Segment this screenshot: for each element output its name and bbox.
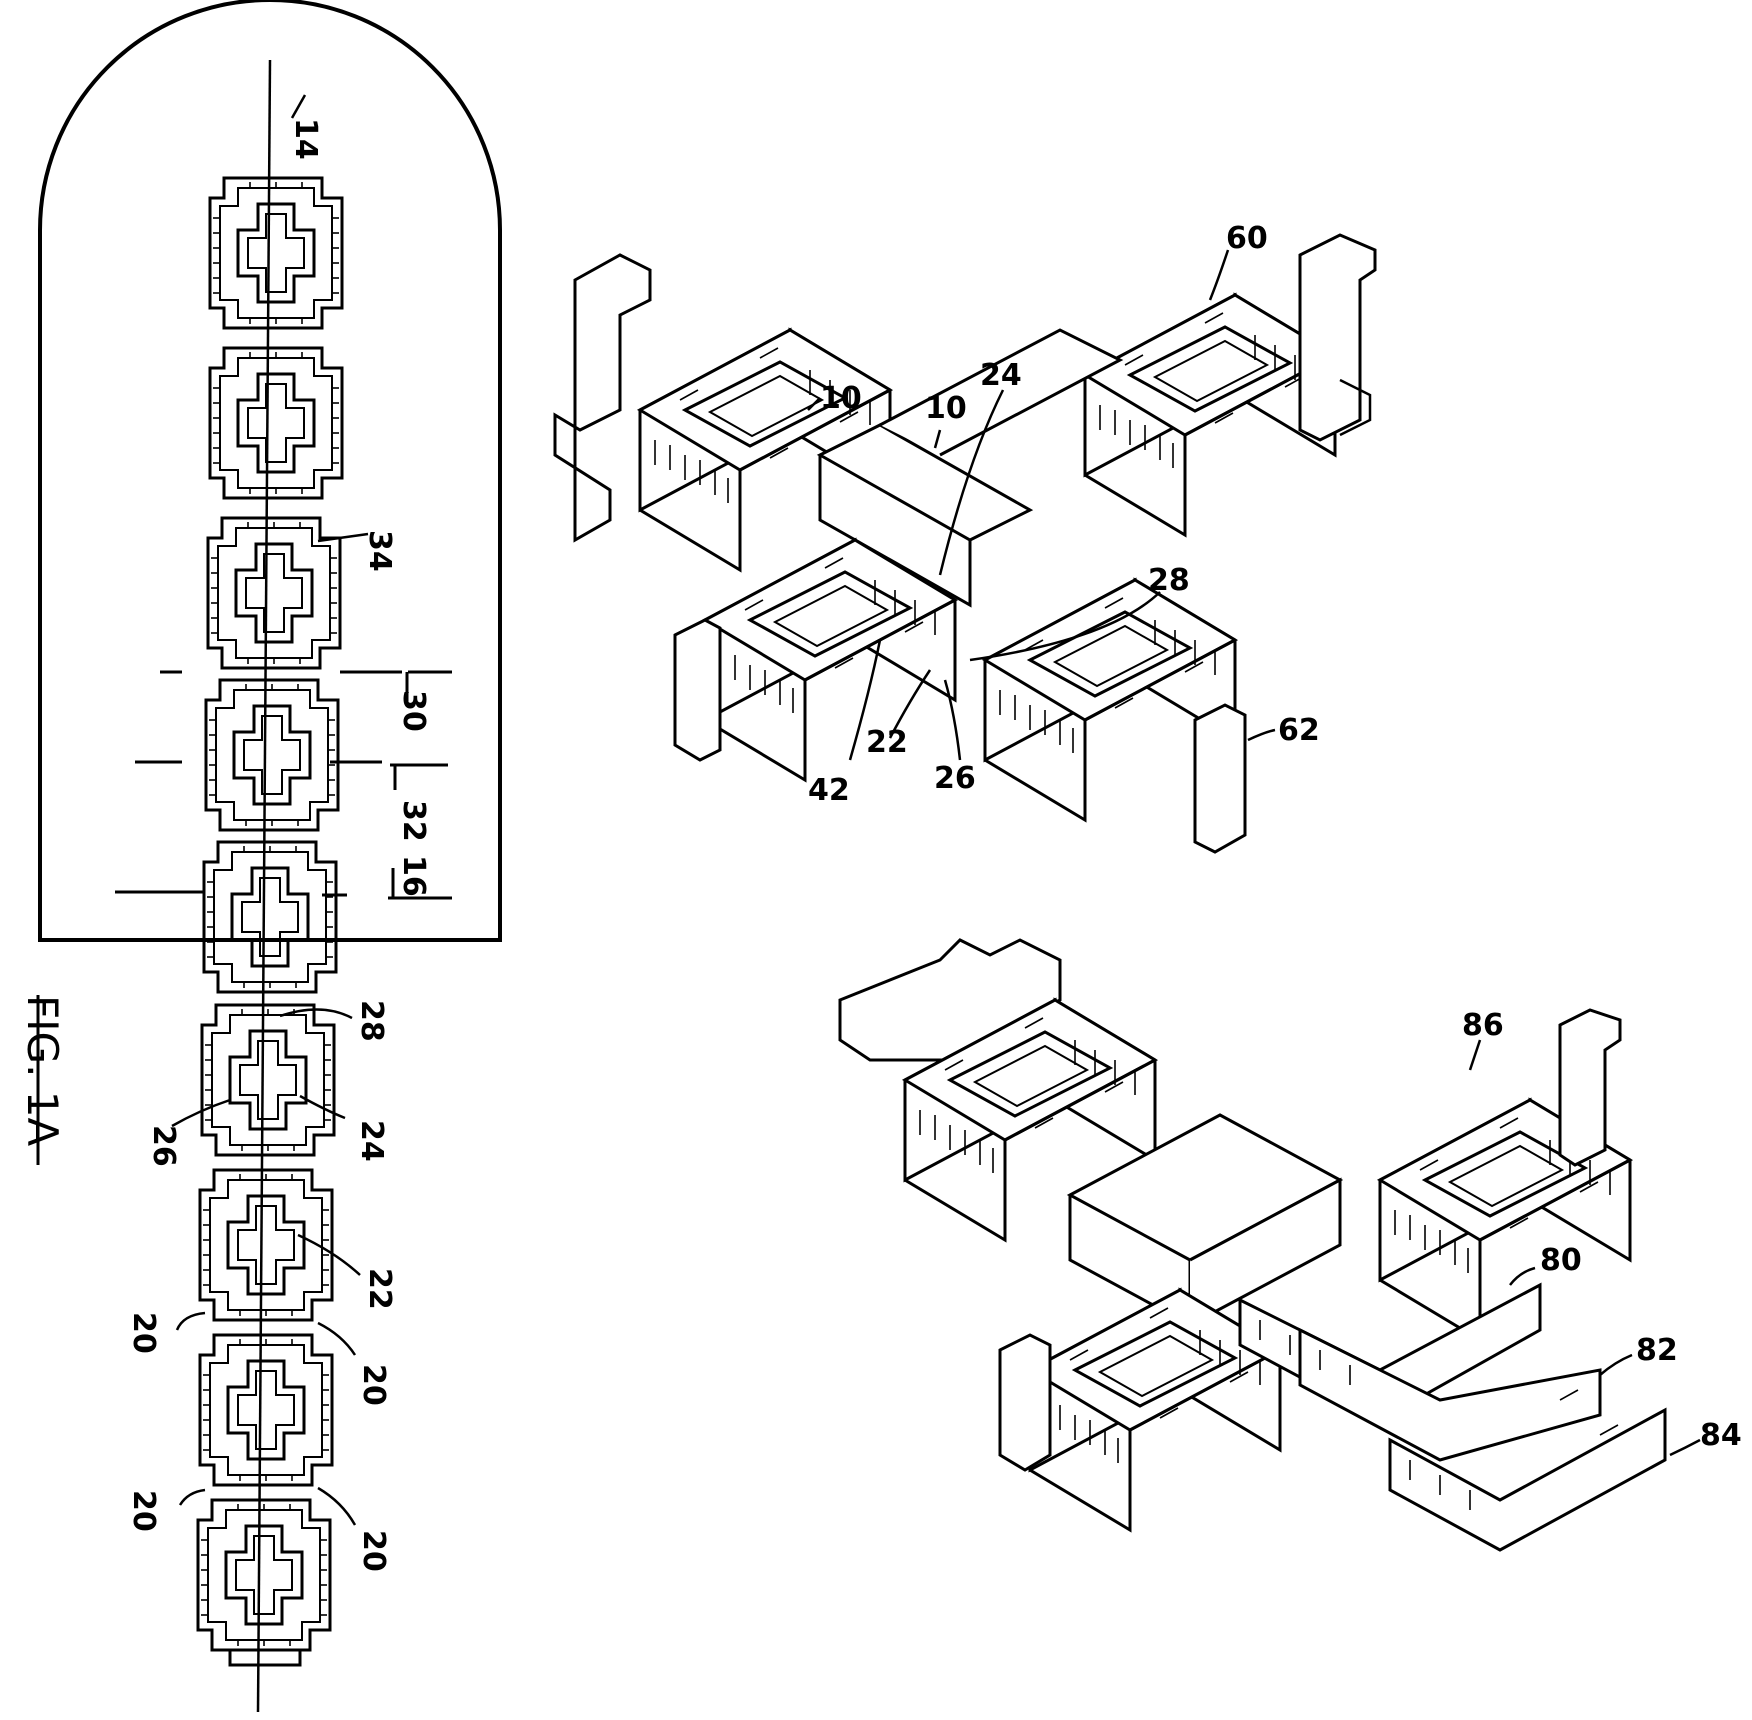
strip-label-16: 16 (396, 855, 431, 897)
upper-label-28: 28 (1148, 563, 1190, 598)
upper-label-62: 62 (1278, 713, 1320, 748)
upper-label-60: 60 (1226, 221, 1268, 256)
lower-back-right-arm (1378, 1008, 1632, 1342)
upper-label-26: 26 (934, 761, 976, 796)
upper-labels: 60 10 10 24 28 42 22 26 62 (808, 221, 1320, 808)
upper-leader-lines (807, 249, 1276, 761)
strip-label-30: 30 (396, 690, 431, 732)
upper-front-left-arm (673, 538, 957, 782)
upper-label-10-left: 10 (820, 381, 862, 416)
dimension-lines (115, 670, 452, 900)
dome-enclosure (38, 0, 502, 942)
strip-label-20-right-upper: 20 (356, 1364, 391, 1406)
strip-label-20-left-upper: 20 (126, 1312, 161, 1354)
lower-label-86: 86 (1462, 1008, 1504, 1043)
strip-label-20-left-lower: 20 (126, 1490, 161, 1532)
strip-label-24: 24 (354, 1120, 389, 1162)
lower-labels: 86 80 82 84 (1462, 1008, 1742, 1453)
lower-leader-lines (1468, 1039, 1701, 1457)
figure-caption: FIG. 1A (18, 995, 67, 1147)
link-tile (208, 346, 344, 500)
upper-label-42: 42 (808, 773, 850, 808)
link-tile (200, 1003, 336, 1157)
strip-axis (256, 59, 272, 1713)
strip-links (196, 176, 344, 1667)
strip-labels: 14 34 30 32 16 28 24 26 22 20 20 20 20 (126, 118, 431, 1572)
strip-label-20-right-lower: 20 (356, 1530, 391, 1572)
link-tile (208, 176, 344, 330)
link-tile (198, 1333, 334, 1487)
upper-label-22: 22 (866, 725, 908, 760)
lower-label-82: 82 (1636, 1333, 1678, 1368)
link-tile (202, 840, 338, 994)
lower-label-80: 80 (1540, 1243, 1582, 1278)
upper-cross-assembly: 60 10 10 24 28 42 22 26 62 (553, 221, 1377, 854)
strip-label-22: 22 (362, 1268, 397, 1310)
link-tile (204, 678, 340, 832)
upper-label-10-center: 10 (925, 391, 967, 426)
strip-label-34: 34 (362, 530, 397, 572)
upper-back-right-arm (1083, 233, 1377, 537)
lower-center-stack (998, 1113, 1344, 1532)
strip-label-26: 26 (146, 1125, 181, 1167)
upper-back-left-arm (553, 253, 892, 572)
link-tile (196, 1498, 332, 1652)
link-tile (198, 1168, 334, 1322)
strip-label-32: 32 (396, 800, 431, 842)
upper-center-bar (816, 328, 1124, 608)
strip-label-14: 14 (288, 118, 323, 160)
lower-label-84: 84 (1700, 1418, 1742, 1453)
lower-back-left-arm (838, 938, 1157, 1242)
strip-label-28: 28 (354, 1000, 389, 1042)
upper-label-24: 24 (980, 358, 1022, 393)
upper-front-right-arm (983, 578, 1247, 854)
fig-1a: 14 34 30 32 16 28 24 26 22 20 20 20 20 F… (18, 0, 502, 1713)
lower-layered-front-arm (1238, 1282, 1667, 1552)
strip-leader-lines (171, 94, 369, 1526)
lower-layered-assembly: 86 80 82 84 (838, 938, 1742, 1552)
